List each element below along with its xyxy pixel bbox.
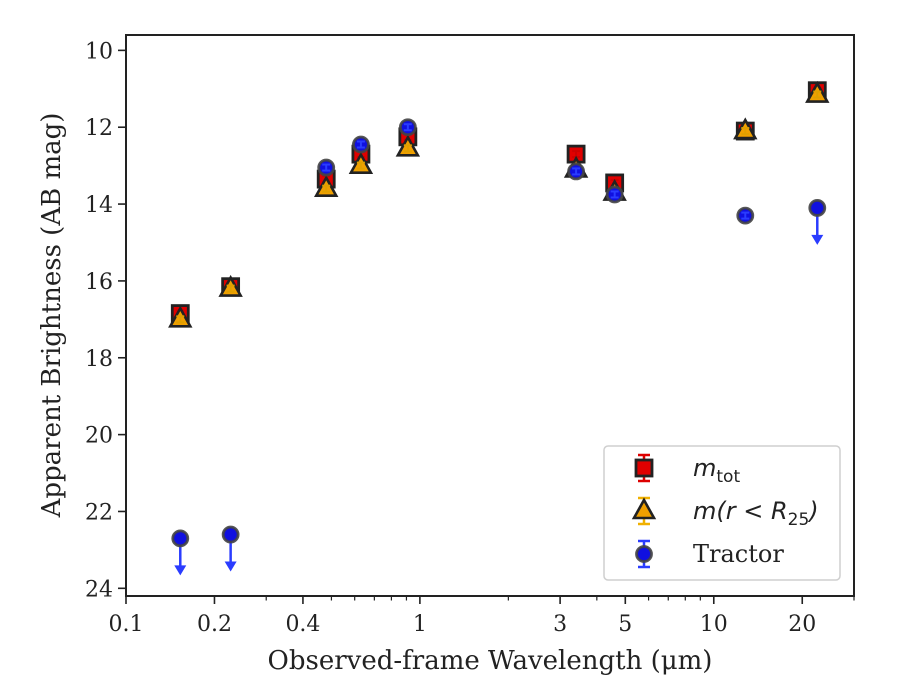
upper-limit-arrowhead (811, 234, 824, 245)
legend-entry: Tractor (635, 539, 784, 569)
y-tick-label: 20 (85, 424, 113, 449)
y-tick-label: 12 (85, 116, 113, 141)
legend: mtot m(r < R25) Tractor (603, 445, 841, 581)
data-series (168, 80, 830, 576)
x-tick-label: 0.2 (197, 612, 232, 637)
x-axis-label: Observed-frame Wavelength (μm) (268, 646, 713, 676)
y-tick-label: 10 (85, 39, 113, 64)
y-tick-label: 22 (85, 500, 113, 525)
x-tick-label: 0.4 (285, 612, 320, 637)
data-point (221, 525, 240, 544)
series-m-r25 (168, 80, 830, 328)
x-tick-label: 5 (618, 612, 632, 637)
legend-marker (631, 497, 657, 520)
legend-entry: mtot (634, 453, 740, 487)
series-mtot (170, 81, 827, 323)
legend-label: mtot (693, 454, 740, 487)
y-tick-label: 14 (85, 193, 113, 218)
legend-subscript: 25 (788, 510, 810, 530)
upper-limit-arrowhead (224, 561, 237, 572)
legend-math-text: m(r < R (693, 497, 788, 525)
legend-math-text: m (693, 454, 716, 482)
legend-marker (634, 458, 654, 478)
legend-box (603, 445, 841, 581)
plot-frame (125, 34, 855, 597)
x-tick-label: 3 (553, 612, 567, 637)
x-tick-label: 20 (788, 612, 816, 637)
y-tick-label: 16 (85, 270, 113, 295)
x-axis-ticks: 0.1 0.2 0.4 1 3 5 10 20 (109, 596, 855, 637)
data-point (171, 529, 190, 548)
upper-limit-arrowhead (174, 565, 187, 576)
legend-label: m(r < R25) (693, 497, 819, 530)
legend-math-close: ) (807, 497, 818, 525)
y-tick-label: 18 (85, 347, 113, 372)
y-axis-ticks: 10 12 14 16 18 20 22 24 (85, 39, 126, 602)
legend-marker (635, 545, 653, 563)
data-point (808, 199, 827, 217)
series-tractor (171, 118, 827, 576)
x-tick-label: 10 (700, 612, 728, 637)
x-tick-label: 0.1 (109, 612, 144, 637)
legend-label: Tractor (693, 540, 784, 568)
y-tick-label: 24 (85, 577, 113, 602)
y-axis-label: Apparent Brightness (AB mag) (37, 113, 67, 519)
x-tick-label: 1 (413, 612, 427, 637)
legend-subscript: tot (716, 467, 740, 487)
legend-entry: m(r < R25) (631, 496, 819, 530)
